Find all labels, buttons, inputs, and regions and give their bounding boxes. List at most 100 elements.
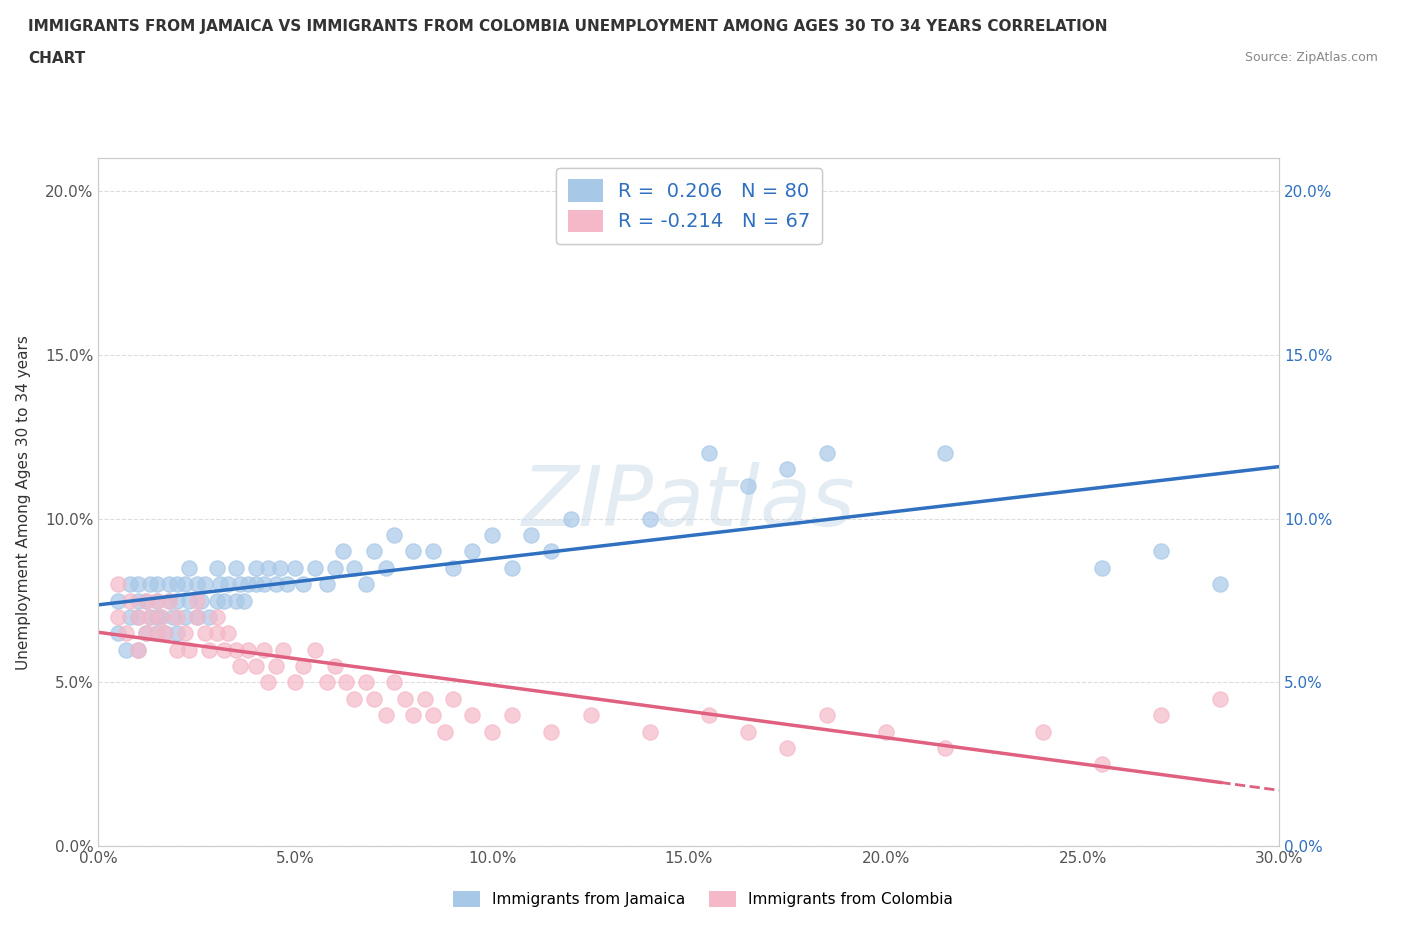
Point — [737, 724, 759, 739]
Point — [135, 626, 157, 641]
Point — [402, 544, 425, 559]
Point — [186, 609, 208, 624]
Point — [422, 708, 444, 723]
Point — [127, 609, 149, 624]
Point — [638, 724, 661, 739]
Point — [115, 626, 138, 641]
Point — [155, 626, 177, 641]
Point — [205, 593, 228, 608]
Point — [253, 643, 276, 658]
Point — [560, 512, 582, 526]
Point — [214, 593, 236, 608]
Point — [225, 593, 247, 608]
Point — [127, 643, 149, 658]
Point — [205, 560, 228, 575]
Point — [343, 560, 366, 575]
Point — [135, 593, 157, 608]
Point — [146, 593, 169, 608]
Point — [138, 577, 160, 591]
Point — [236, 643, 259, 658]
Point — [315, 675, 337, 690]
Point — [697, 708, 720, 723]
Point — [166, 643, 188, 658]
Point — [245, 658, 267, 673]
Point — [461, 708, 484, 723]
Point — [174, 626, 197, 641]
Point — [205, 609, 228, 624]
Point — [209, 577, 232, 591]
Point — [264, 658, 287, 673]
Point — [127, 577, 149, 591]
Point — [1032, 724, 1054, 739]
Point — [253, 577, 276, 591]
Point — [433, 724, 456, 739]
Point — [402, 708, 425, 723]
Point — [737, 478, 759, 493]
Point — [146, 593, 169, 608]
Point — [481, 724, 503, 739]
Point — [374, 708, 396, 723]
Point — [150, 609, 173, 624]
Point — [323, 560, 346, 575]
Point — [233, 593, 256, 608]
Point — [177, 560, 200, 575]
Point — [815, 445, 838, 460]
Point — [229, 577, 252, 591]
Point — [815, 708, 838, 723]
Point — [229, 658, 252, 673]
Point — [422, 544, 444, 559]
Point — [520, 527, 543, 542]
Point — [174, 609, 197, 624]
Point — [501, 708, 523, 723]
Point — [374, 560, 396, 575]
Legend: Immigrants from Jamaica, Immigrants from Colombia: Immigrants from Jamaica, Immigrants from… — [447, 884, 959, 913]
Point — [363, 544, 385, 559]
Point — [157, 593, 180, 608]
Point — [1209, 691, 1232, 706]
Point — [146, 626, 169, 641]
Point — [146, 609, 169, 624]
Point — [638, 512, 661, 526]
Point — [115, 643, 138, 658]
Point — [118, 609, 141, 624]
Point — [205, 626, 228, 641]
Point — [107, 626, 129, 641]
Point — [162, 609, 184, 624]
Text: ZIPatlas: ZIPatlas — [522, 461, 856, 543]
Text: Source: ZipAtlas.com: Source: ZipAtlas.com — [1244, 51, 1378, 64]
Point — [540, 724, 562, 739]
Point — [776, 462, 799, 477]
Point — [540, 544, 562, 559]
Point — [155, 626, 177, 641]
Point — [382, 675, 405, 690]
Point — [354, 675, 377, 690]
Text: CHART: CHART — [28, 51, 86, 66]
Point — [875, 724, 897, 739]
Point — [236, 577, 259, 591]
Point — [194, 626, 217, 641]
Point — [697, 445, 720, 460]
Point — [332, 544, 354, 559]
Point — [276, 577, 298, 591]
Point — [382, 527, 405, 542]
Point — [197, 609, 219, 624]
Point — [118, 593, 141, 608]
Point — [304, 643, 326, 658]
Point — [245, 577, 267, 591]
Point — [186, 609, 208, 624]
Point — [269, 560, 291, 575]
Point — [150, 609, 173, 624]
Point — [217, 577, 239, 591]
Point — [225, 560, 247, 575]
Point — [256, 675, 278, 690]
Point — [1091, 757, 1114, 772]
Point — [186, 577, 208, 591]
Point — [292, 658, 315, 673]
Point — [214, 643, 236, 658]
Point — [107, 577, 129, 591]
Point — [177, 593, 200, 608]
Point — [157, 593, 180, 608]
Point — [413, 691, 436, 706]
Point — [138, 609, 160, 624]
Point — [217, 626, 239, 641]
